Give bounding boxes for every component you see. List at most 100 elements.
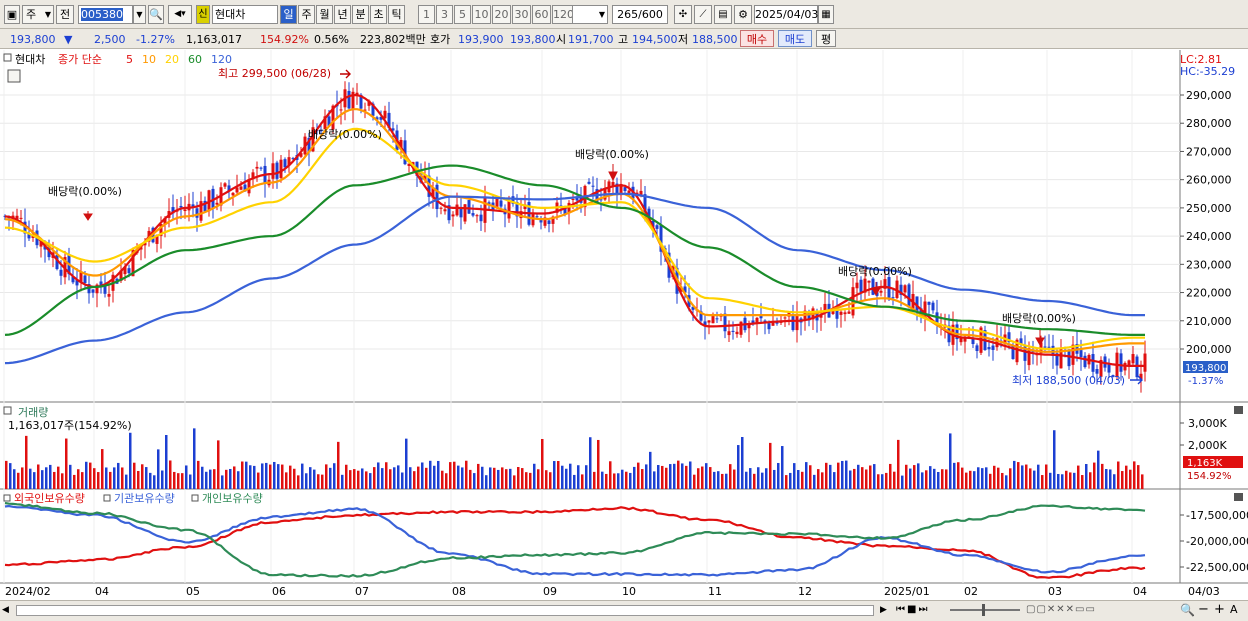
minute-tab[interactable]: 30 — [512, 5, 531, 24]
volume-bar — [421, 462, 424, 489]
candle-body — [739, 321, 743, 335]
draw-line-icon[interactable]: ⟋ — [694, 5, 712, 24]
minute-tab[interactable]: 20 — [492, 5, 511, 24]
candle-body — [323, 116, 327, 130]
zoom-out-icon[interactable]: − — [1198, 602, 1209, 617]
stock-name-field[interactable]: 현대차 — [212, 5, 278, 24]
candle-body — [599, 199, 603, 201]
volume-bar — [929, 466, 932, 489]
candle-body — [1119, 353, 1123, 372]
zoom-icon[interactable]: 🔍 — [1180, 603, 1195, 617]
volume-bar — [789, 472, 792, 489]
period-tab[interactable]: 분 — [352, 5, 369, 24]
volume-bar — [1045, 464, 1048, 489]
candle-body — [643, 194, 647, 213]
eval-button[interactable]: 평 — [816, 30, 836, 47]
volume-bar — [469, 469, 472, 489]
gear-icon[interactable]: ⚙ — [734, 5, 752, 24]
price-panel-name: 현대차 — [15, 53, 45, 66]
period-tab[interactable]: 주 — [298, 5, 315, 24]
period-tab[interactable]: 년 — [334, 5, 351, 24]
y-tick-label: 290,000 — [1186, 89, 1232, 102]
window-icon[interactable]: ▣ — [4, 5, 20, 24]
search-icon[interactable]: 🔍 — [148, 5, 164, 24]
minute-tab[interactable]: 120 — [552, 5, 574, 24]
volume-bar — [1033, 470, 1036, 489]
playback-controls[interactable]: ⏮■⏭ — [896, 604, 930, 615]
panel-close-icon[interactable] — [1234, 406, 1243, 414]
volume-bar — [725, 473, 728, 489]
minute-tab[interactable]: 60 — [532, 5, 551, 24]
dividend-marker — [1035, 330, 1045, 347]
speaker-icon[interactable]: ◀▾ — [168, 5, 192, 24]
candle-body — [359, 94, 363, 109]
volume-bar — [245, 461, 248, 489]
legend-box-icon — [3, 494, 11, 502]
panel-icon[interactable] — [3, 406, 12, 415]
period-tab[interactable]: 초 — [370, 5, 387, 24]
auto-scale-icon[interactable]: A — [1230, 603, 1238, 616]
scroll-right-icon[interactable]: ▶ — [880, 605, 887, 615]
stock-code-input[interactable]: 005380 — [78, 5, 133, 24]
candle-body — [955, 324, 959, 340]
volume-bar — [889, 463, 892, 489]
period-select[interactable]: 주 ▼ — [22, 5, 54, 24]
scroll-track[interactable] — [16, 605, 874, 616]
candle-body — [859, 279, 863, 292]
candle-body — [155, 234, 159, 244]
code-dropdown-button[interactable]: ▼ — [133, 5, 146, 24]
holdings-y-tick-label: -17,500,000 — [1186, 509, 1248, 522]
zoom-slider[interactable] — [950, 609, 1020, 611]
range-field[interactable]: 265/600 — [612, 5, 668, 24]
period-tab[interactable]: 틱 — [388, 5, 405, 24]
volume-bar — [517, 467, 520, 489]
crosshair-icon[interactable]: ✣ — [674, 5, 692, 24]
minute-tab[interactable]: 1 — [418, 5, 435, 24]
holdings-legend: 외국인보유수량 기관보유수량 개인보유수량 — [3, 492, 263, 505]
candle-body — [103, 284, 107, 294]
current-price-tag: 193,800 — [1185, 363, 1226, 374]
minute-tab[interactable]: 5 — [454, 5, 471, 24]
volume-bar — [373, 467, 376, 489]
candle-body — [879, 290, 883, 293]
save-icon[interactable]: ▤ — [714, 5, 732, 24]
buy-button[interactable]: 매수 — [740, 30, 774, 47]
minute-tab[interactable]: 3 — [436, 5, 453, 24]
candle-body — [927, 301, 931, 305]
dividend-marker — [83, 211, 93, 221]
candle-body — [723, 313, 727, 332]
dividend-label-5: 배당락(0.00%) — [1002, 312, 1076, 325]
stock-chart[interactable]: 290,000 280,000 270,000 260,000 250,000 240,0… — [0, 50, 1248, 601]
zoom-in-icon[interactable]: + — [1214, 602, 1225, 617]
volume-bars — [5, 428, 1144, 489]
minute-tab[interactable]: 10 — [472, 5, 491, 24]
volume-current-pct: 154.92% — [1187, 471, 1232, 482]
panel-icon[interactable] — [3, 53, 12, 62]
date-input[interactable]: 2025/04/03 — [754, 5, 818, 24]
drawing-tools[interactable]: ▢▢✕✕✕▭▭ — [1026, 604, 1096, 615]
candle-body — [807, 312, 811, 321]
calendar-icon[interactable]: ▦ — [818, 5, 834, 24]
zoom-slider-handle[interactable] — [982, 604, 985, 616]
scroll-bar[interactable]: ◀ ▶ ⏮■⏭ ▢▢✕✕✕▭▭ 🔍 − + A — [0, 600, 1248, 621]
scroll-left-icon[interactable]: ◀ — [2, 605, 9, 615]
period-tab[interactable]: 월 — [316, 5, 333, 24]
candle-body — [355, 92, 359, 95]
volume-bar — [1141, 474, 1144, 489]
table-icon[interactable] — [7, 69, 21, 83]
volume-bar — [169, 460, 172, 489]
period-tab[interactable]: 일 — [280, 5, 297, 24]
holdings-lines — [4, 501, 1146, 579]
volume-bar — [821, 472, 824, 489]
sell-button[interactable]: 매도 — [778, 30, 812, 47]
candle-body — [711, 314, 715, 324]
custom-period-input[interactable]: ▼ — [572, 5, 608, 24]
panel-close-icon[interactable] — [1234, 493, 1243, 501]
prev-button[interactable]: 전 — [56, 5, 74, 24]
volume-bar — [997, 467, 1000, 489]
volume-bar — [9, 463, 12, 489]
arrow-right-icon — [1130, 375, 1143, 385]
volume-bar — [145, 467, 148, 489]
chart-area[interactable]: 290,000 280,000 270,000 260,000 250,000 240,0… — [0, 50, 1248, 601]
